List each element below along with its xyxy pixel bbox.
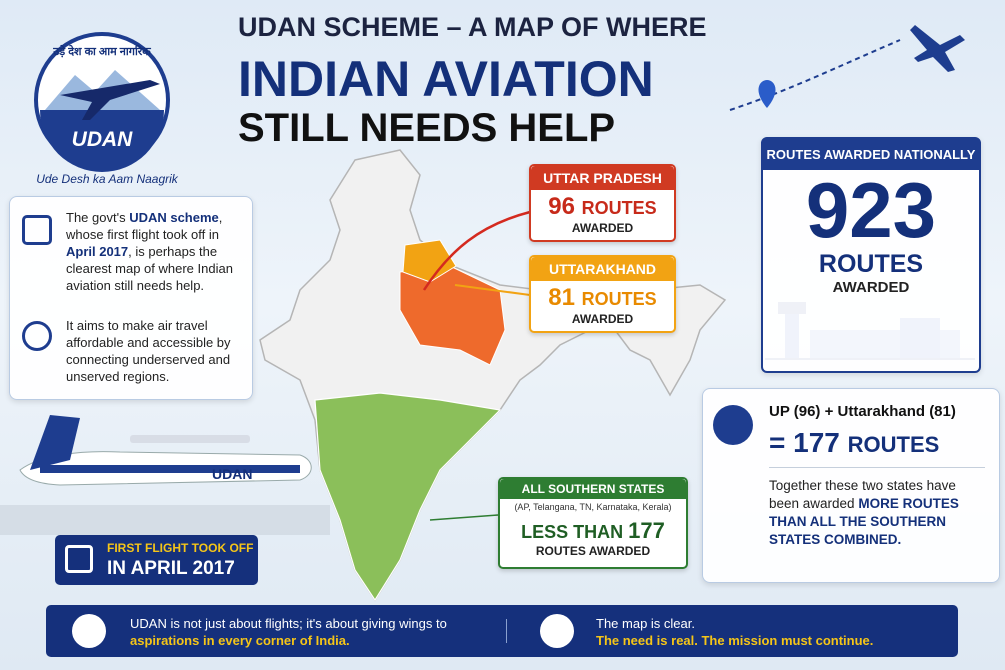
route-count: 96 [548, 193, 575, 220]
state-name: UTTAR PRADESH [531, 166, 674, 190]
national-box: ROUTES AWARDED NATIONALLY 923 ROUTES AWA… [761, 137, 981, 373]
highlight: MORE ROUTES THAN ALL THE SOUTHERN STATES… [769, 496, 959, 547]
status: AWARDED [571, 221, 634, 235]
highlight: April 2017 [66, 244, 129, 259]
national-unit: ROUTES [818, 250, 924, 278]
footer-left: UDAN is not just about flights; it's abo… [130, 615, 490, 649]
divider [769, 467, 985, 468]
text: The govt's [66, 210, 130, 225]
highlight: UDAN scheme [129, 210, 219, 225]
first-flight-line-1: FIRST FLIGHT TOOK OFF [107, 541, 254, 555]
uttarakhand-callout: UTTARAKHAND 81 ROUTES AWARDED [529, 255, 676, 333]
routes: 96 ROUTES [531, 193, 674, 221]
total: = 177 ROUTES [769, 427, 939, 459]
flight-path [729, 39, 901, 111]
aircraft-stripe [40, 465, 300, 473]
uttarakhand [402, 239, 457, 283]
route-unit: ROUTES [581, 198, 657, 218]
comparison-box: UP (96) + Uttarakhand (81) = 177 ROUTES … [702, 388, 1000, 583]
target-icon [22, 321, 52, 351]
highlight: aspirations in every corner of India. [130, 633, 350, 648]
intro-p2: It aims to make air travel affordable an… [66, 318, 231, 384]
aircraft-wing [130, 435, 250, 443]
people-icon [72, 614, 106, 648]
southern-states [314, 392, 502, 602]
national-status: AWARDED [832, 279, 910, 296]
logo-tagline: Ude Desh ka Aam Naagrik [36, 172, 178, 186]
connector [429, 514, 499, 521]
calendar-icon [22, 215, 52, 245]
southern-title: ALL SOUTHERN STATES [500, 479, 686, 499]
route-count: 81 [548, 284, 575, 311]
divider [506, 619, 507, 643]
first-flight-badge: FIRST FLIGHT TOOK OFF IN APRIL 2017 [55, 535, 258, 585]
footer-right: The map is clear. The need is real. The m… [596, 615, 873, 649]
qualifier: LESS THAN [521, 522, 624, 542]
equals: = [769, 427, 786, 458]
title-line-2: INDIAN AVIATION [238, 51, 654, 107]
intro-box: The govt's UDAN scheme, whose first flig… [9, 196, 253, 400]
logo-hindi: उड़े देश का आम नागरिक [53, 46, 151, 58]
status: AWARDED [571, 312, 634, 326]
route-unit: ROUTES [581, 289, 657, 309]
routes: 81 ROUTES [531, 284, 674, 312]
trophy-icon [713, 405, 753, 445]
logo-plane [60, 80, 160, 120]
comparison-text: Together these two states have been awar… [769, 477, 979, 549]
southern-callout: ALL SOUTHERN STATES (AP, Telangana, TN, … [498, 477, 688, 569]
state-name: UTTARAKHAND [531, 257, 674, 281]
title-line-3: STILL NEEDS HELP [238, 106, 616, 150]
text: Together these two states have been awar… [769, 478, 956, 511]
runway [0, 505, 330, 535]
route-count: 177 [628, 518, 665, 543]
text: , whose first flight took off in [66, 210, 223, 242]
connector [422, 210, 531, 291]
logo-base [40, 110, 164, 172]
footer: UDAN is not just about flights; it's abo… [46, 605, 958, 657]
plane-livery: UDAN [212, 466, 253, 482]
uttar-pradesh [399, 265, 506, 366]
text: The map is clear. [596, 616, 695, 631]
plane-icon [910, 25, 965, 72]
southern-members: (AP, Telangana, TN, Karnataka, Kerala) [514, 502, 672, 512]
text: UDAN is not just about flights; it's abo… [130, 616, 447, 631]
national-title: ROUTES AWARDED NATIONALLY [763, 139, 979, 170]
highlight: The need is real. The mission must conti… [596, 633, 874, 648]
up-callout: UTTAR PRADESH 96 ROUTES AWARDED [529, 164, 676, 242]
total-unit: ROUTES [847, 432, 940, 457]
total-count: 177 [793, 427, 840, 458]
pin-icon [540, 614, 574, 648]
sum-label: UP (96) + Uttarakhand (81) [769, 403, 956, 420]
calendar-icon [65, 545, 93, 573]
southern-routes: LESS THAN 177 [500, 518, 686, 544]
logo-name: UDAN [71, 128, 133, 151]
first-flight-line-2: IN APRIL 2017 [107, 558, 235, 579]
text: , is perhaps the clearest map of where I… [66, 244, 233, 293]
national-count: 923 [805, 166, 937, 254]
aircraft-tail [30, 415, 80, 470]
intro-p1: The govt's UDAN scheme, whose first flig… [66, 209, 246, 294]
pin-icon [758, 80, 776, 108]
southern-unit: ROUTES AWARDED [535, 544, 651, 558]
title-line-1: UDAN SCHEME – A MAP OF WHERE [238, 12, 707, 42]
connector [454, 284, 531, 296]
